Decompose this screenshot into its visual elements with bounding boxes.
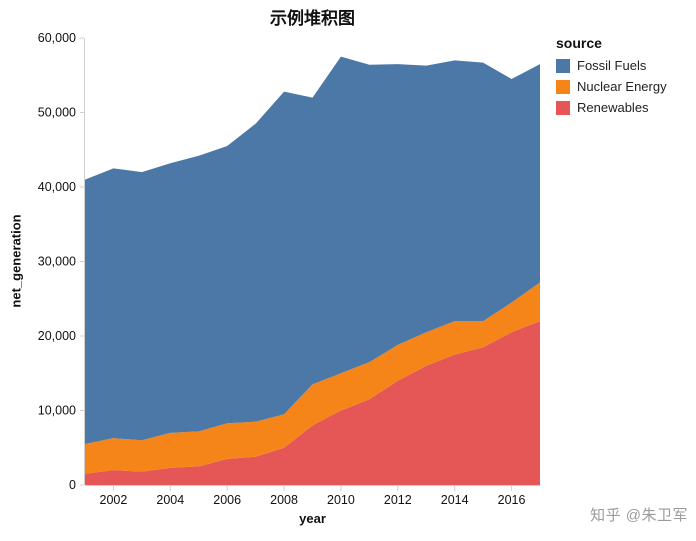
watermark: 知乎 @朱卫军 xyxy=(590,507,688,524)
y-tick-label: 60,000 xyxy=(38,31,76,45)
y-tick-label: 10,000 xyxy=(38,404,76,418)
x-tick-label: 2008 xyxy=(270,493,298,507)
legend-title: source xyxy=(556,35,602,51)
legend-label: Fossil Fuels xyxy=(577,58,647,73)
y-tick-label: 40,000 xyxy=(38,180,76,194)
chart-title: 示例堆积图 xyxy=(270,9,355,28)
legend-swatch-icon xyxy=(556,79,570,94)
legend-swatch-icon xyxy=(556,58,570,73)
x-tick-label: 2016 xyxy=(498,493,526,507)
x-tick-label: 2012 xyxy=(384,493,412,507)
legend-label: Renewables xyxy=(577,100,649,115)
y-tick-label: 0 xyxy=(69,478,76,492)
y-tick-label: 30,000 xyxy=(38,255,76,269)
legend-item: Fossil Fuels xyxy=(556,58,667,73)
legend-swatch-icon xyxy=(556,100,570,115)
x-tick-label: 2010 xyxy=(327,493,355,507)
legend: source Fossil Fuels Nuclear Energy Renewab… xyxy=(556,35,667,121)
x-tick-label: 2002 xyxy=(100,493,128,507)
x-tick-label: 2014 xyxy=(441,493,469,507)
legend-item: Nuclear Energy xyxy=(556,79,667,94)
y-tick-label: 50,000 xyxy=(38,106,76,120)
legend-label: Nuclear Energy xyxy=(577,79,667,94)
x-axis-title: year xyxy=(299,511,326,526)
legend-item: Renewables xyxy=(556,100,667,115)
y-axis-title: net_generation xyxy=(8,214,24,308)
area-nuclear-energy xyxy=(85,282,540,474)
y-tick-label: 20,000 xyxy=(38,329,76,343)
x-tick-label: 2004 xyxy=(156,493,184,507)
x-tick-label: 2006 xyxy=(213,493,241,507)
legend-items: Fossil Fuels Nuclear Energy Renewables xyxy=(556,58,667,115)
area-renewables xyxy=(85,321,540,485)
area-fossil-fuels xyxy=(85,56,540,444)
